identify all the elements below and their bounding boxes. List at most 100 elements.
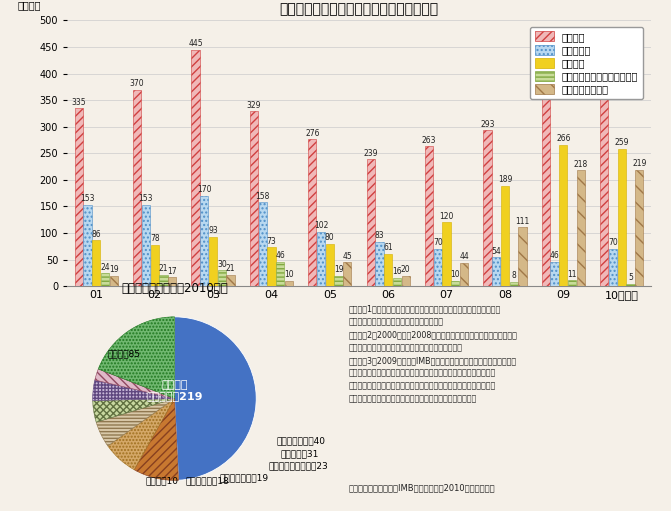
Text: 5: 5 [628,273,633,282]
Text: その他，85: その他，85 [107,349,140,358]
Bar [425,146,433,286]
Wedge shape [95,369,174,399]
Text: 30: 30 [217,260,227,269]
Bar [519,227,527,286]
Bar [217,270,226,286]
Bar [626,284,635,286]
Bar [617,149,626,286]
Text: 21: 21 [158,264,168,273]
Bar [402,275,410,286]
Text: （注）　1　マ・シ海峡及びソマリア周辺海域の件数は、それぞれ東南
　　　　　アジア、アフリカの内数である。
　　　　2　2000年から2008年までのソマリア周: （注） 1 マ・シ海峡及びソマリア周辺海域の件数は、それぞれ東南 アジア、アフリ… [348,305,517,404]
Text: 111: 111 [515,217,529,225]
Text: 293: 293 [480,120,495,129]
Text: 170: 170 [197,185,211,194]
Bar [325,244,334,286]
Text: バングラディシュ，23: バングラディシュ，23 [268,461,328,470]
Bar [227,275,235,286]
Bar [150,245,159,286]
Text: 44: 44 [459,252,469,261]
Bar [267,247,276,286]
Text: 410: 410 [539,58,553,66]
Bar [460,263,468,286]
Text: 78: 78 [150,234,160,243]
Text: マレーシア，18: マレーシア，18 [185,476,229,485]
Text: 8: 8 [511,271,516,281]
Text: 10: 10 [450,270,460,279]
Text: 102: 102 [314,221,328,230]
Bar [191,50,199,286]
Text: 21: 21 [226,264,236,273]
Text: （件数）: （件数） [17,0,41,10]
Text: 24: 24 [100,263,110,272]
Bar [509,282,518,286]
Bar [92,241,101,286]
Text: 120: 120 [440,212,454,221]
Text: 189: 189 [498,175,512,184]
Bar [635,170,643,286]
Text: 73: 73 [266,237,276,246]
Wedge shape [108,399,174,470]
Bar [550,262,559,286]
Bar [317,232,325,286]
Text: 218: 218 [574,160,588,169]
Title: 世界における海賊等事案の発生件数の推移: 世界における海賊等事案の発生件数の推移 [279,3,439,16]
Title: 海域別の発生状況（2010年）: 海域別の発生状況（2010年） [121,282,228,295]
Text: 445: 445 [597,39,611,48]
Text: 11: 11 [567,270,577,278]
Text: 16: 16 [392,267,402,276]
Bar [433,249,442,286]
Text: 20: 20 [401,265,411,274]
Bar [285,281,293,286]
Text: 83: 83 [374,231,384,241]
Text: 10: 10 [284,270,294,279]
Bar [101,273,109,286]
Wedge shape [93,399,174,422]
Bar [133,89,141,286]
Text: 資料）「国際海事局（IMB）年次報告（2010）」より作成: 資料）「国際海事局（IMB）年次報告（2010）」より作成 [348,483,495,493]
Text: 335: 335 [72,98,86,106]
Bar [577,170,585,286]
Text: 80: 80 [325,233,335,242]
Text: 54: 54 [491,247,501,256]
Text: 370: 370 [130,79,144,88]
Text: 158: 158 [256,192,270,201]
Bar [600,50,608,286]
Bar [442,222,451,286]
Text: 61: 61 [383,243,393,252]
Text: 276: 276 [305,129,319,138]
Bar [250,111,258,286]
Text: 46: 46 [550,251,560,260]
Text: 153: 153 [139,194,153,203]
Text: ソマリア
周辺海域，219: ソマリア 周辺海域，219 [146,380,203,401]
Text: 45: 45 [342,251,352,261]
Text: 70: 70 [433,238,443,247]
Text: 70: 70 [608,238,618,247]
Text: 86: 86 [91,230,101,239]
Text: 19: 19 [109,266,119,274]
Bar [501,185,509,286]
Text: インドネシア，40: インドネシア，40 [276,436,325,446]
Wedge shape [134,399,178,480]
Bar [559,145,568,286]
Bar [308,140,316,286]
Text: ペルー，10: ペルー，10 [146,476,178,485]
Bar [110,276,118,286]
Wedge shape [96,399,174,446]
Legend: 世界全体, 東南アジア, アフリカ, マラッカ・シンガポール海峡, ソマリア周辺海域: 世界全体, 東南アジア, アフリカ, マラッカ・シンガポール海峡, ソマリア周辺… [530,27,643,99]
Bar [83,205,92,286]
Bar [344,262,352,286]
Text: 239: 239 [364,149,378,157]
Bar [393,277,401,286]
Text: 445: 445 [189,39,203,48]
Text: 南シナ海，31: 南シナ海，31 [280,450,319,459]
Bar [483,130,491,286]
Text: 219: 219 [632,159,646,168]
Text: 266: 266 [556,134,570,143]
Bar [492,258,501,286]
Bar [142,205,150,286]
Text: 17: 17 [167,267,177,275]
Bar [609,249,617,286]
Bar [366,159,374,286]
Bar [200,196,209,286]
Text: 329: 329 [247,101,261,110]
